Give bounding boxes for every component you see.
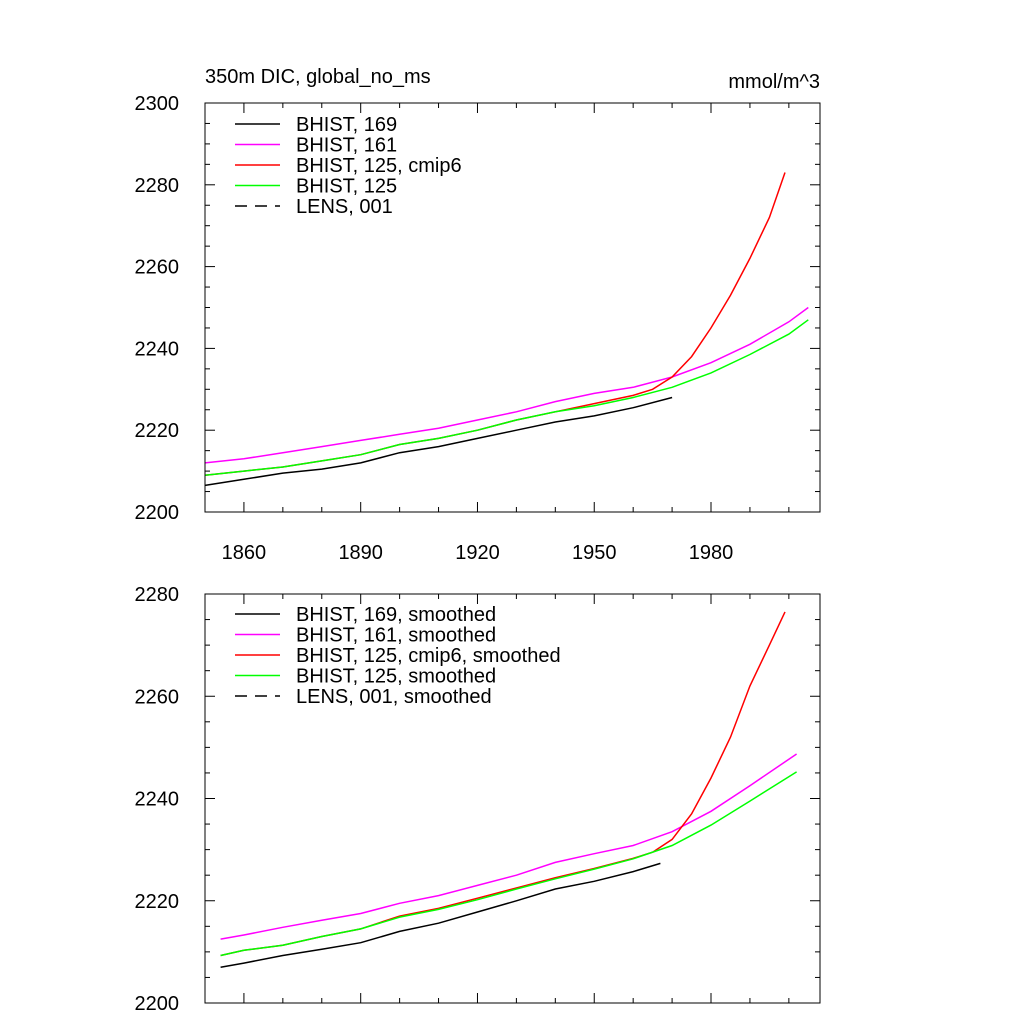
bottom-legend-label: LENS, 001, smoothed bbox=[296, 686, 492, 708]
top-y-tick-label: 2260 bbox=[135, 257, 180, 279]
bottom-series-line-0 bbox=[220, 862, 661, 968]
top-y-tick-label: 2300 bbox=[135, 93, 180, 115]
top-series-line-1 bbox=[204, 306, 809, 464]
bottom-y-tick-label: 2240 bbox=[135, 789, 180, 811]
top-x-tick-label: 1920 bbox=[455, 542, 500, 564]
top-x-tick-label: 1980 bbox=[689, 542, 734, 564]
panel-bottom: 2200 2220 2240 2260 2280 BHIST, 169, smoothed… bbox=[135, 584, 821, 1015]
units-label: mmol/m^3 bbox=[728, 71, 820, 93]
top-legend-label: LENS, 001 bbox=[296, 196, 393, 218]
bottom-legend-label: BHIST, 161, smoothed bbox=[296, 625, 496, 647]
top-series-line-2 bbox=[204, 172, 786, 476]
bottom-series-line-1 bbox=[220, 753, 798, 940]
top-legend-label: BHIST, 125 bbox=[296, 176, 397, 198]
chart-title: 350m DIC, global_no_ms bbox=[205, 66, 431, 88]
top-y-tick-label: 2240 bbox=[135, 338, 180, 360]
top-legend-label: BHIST, 169 bbox=[296, 114, 397, 136]
top-x-tick-label: 1860 bbox=[222, 542, 267, 564]
top-y-tick-label: 2220 bbox=[135, 420, 180, 442]
bottom-y-tick-label: 2220 bbox=[135, 891, 180, 913]
top-x-tick-label: 1890 bbox=[338, 542, 383, 564]
bottom-legend-label: BHIST, 169, smoothed bbox=[296, 604, 496, 626]
top-y-tick-label: 2280 bbox=[135, 175, 180, 197]
top-series-line-3 bbox=[204, 319, 809, 476]
top-legend-label: BHIST, 125, cmip6 bbox=[296, 155, 462, 177]
top-series-line-0 bbox=[204, 396, 673, 487]
bottom-y-tick-label: 2260 bbox=[135, 686, 180, 708]
top-x-tick-label: 1950 bbox=[572, 542, 617, 564]
panel-top: 350m DIC, global_no_ms mmol/m^3 2200 2220… bbox=[135, 66, 821, 564]
top-y-tick-label: 2200 bbox=[135, 502, 180, 524]
bottom-legend-label: BHIST, 125, smoothed bbox=[296, 666, 496, 688]
bottom-y-tick-label: 2200 bbox=[135, 993, 180, 1015]
bottom-y-tick-label: 2280 bbox=[135, 584, 180, 606]
top-legend-label: BHIST, 161 bbox=[296, 135, 397, 157]
bottom-series-line-3 bbox=[220, 771, 797, 957]
bottom-legend-label: BHIST, 125, cmip6, smoothed bbox=[296, 645, 561, 667]
